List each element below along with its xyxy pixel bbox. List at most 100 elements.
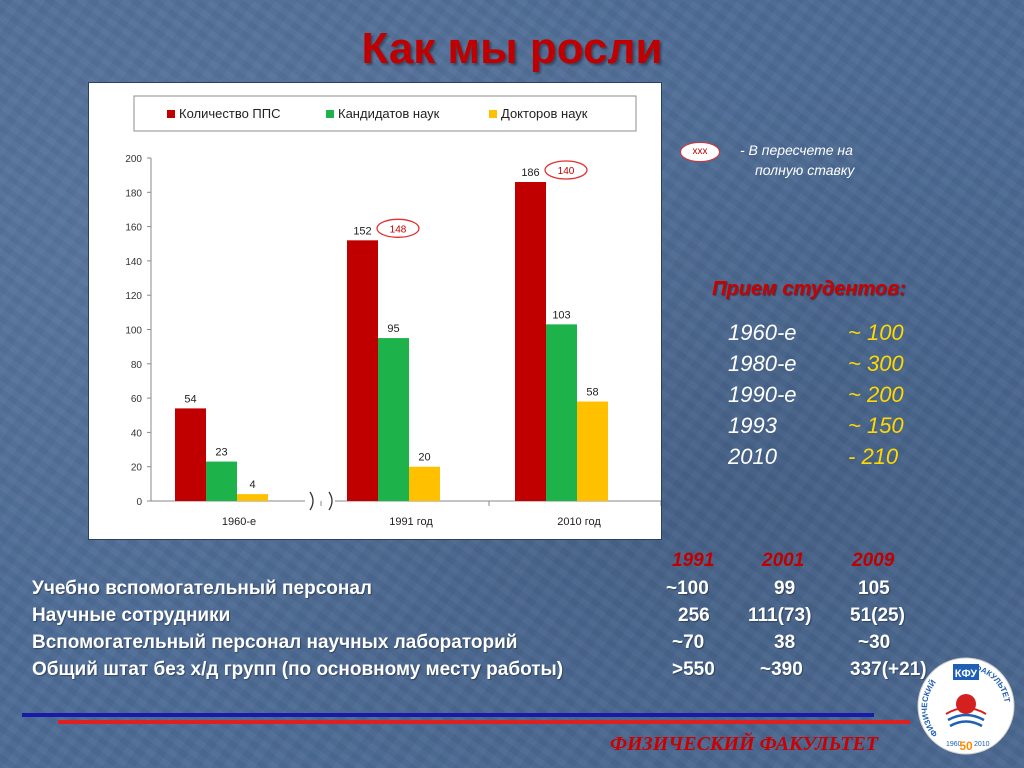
footer-divider-red [58,720,910,724]
staff-value-2009: 337(+21) [850,659,927,680]
staff-value-1991: ~70 [672,632,705,653]
staff-value-2009: 51(25) [850,605,905,626]
admission-period: 1990-е [728,382,797,407]
admission-value: ~ 100 [848,320,904,345]
staff-value-2009: ~30 [858,632,891,653]
staff-value-2001: 38 [774,632,796,653]
bar-value-label: 95 [387,323,399,335]
admission-row: 2010 - 210 [728,444,898,470]
chart-data-labels: 54 23 4 152 95 20 186 103 58 [184,167,598,491]
note-line-1: - В пересчете на [740,142,853,158]
bar-value-label: 186 [521,167,539,179]
axis-break-mark [328,491,333,511]
staff-year: 2001 [762,550,805,571]
staff-row: Общий штат без х/д групп (по основному м… [32,659,1012,685]
y-tick-label: 40 [131,428,143,439]
admission-row: 1990-е ~ 200 [728,382,904,408]
staff-value-1991: 256 [678,605,710,626]
staff-row: Научные сотрудники 256 111(73) 51(25) [32,605,1012,631]
bar-value-label: 4 [249,479,255,491]
bar [237,494,268,501]
bar [577,401,608,501]
bar-value-label: 152 [353,225,371,237]
admission-period: 2010 [728,444,777,469]
logo-year-end: 2010 [974,741,990,748]
bar [409,466,440,501]
staff-value-2009: 105 [858,578,890,599]
admission-value: ~ 150 [848,413,904,438]
y-tick-label: 0 [136,497,142,508]
bar-value-label: 23 [215,447,227,459]
annotation-label: 148 [390,224,407,235]
y-tick-label: 100 [125,326,142,337]
axis-break-mark [309,491,314,511]
faculty-logo: КФУ ФИЗИЧЕСКИЙ ФАКУЛЬТЕТ 1960 50 2010 [917,657,1015,755]
staff-row: Учебно вспомогательный персонал ~100 99 … [32,578,1012,604]
staff-value-1991: ~100 [666,578,709,599]
admission-row: 1980-е ~ 300 [728,351,904,377]
admission-row: 1960-е ~ 100 [728,320,904,346]
admission-value: - 210 [848,444,899,469]
legend-swatch [167,110,175,118]
logo-anniversary: 50 [959,739,973,753]
staff-label: Научные сотрудники [32,605,231,626]
bar-value-label: 20 [418,452,430,464]
y-axis: 0 20 40 60 80 100 120 140 160 180 200 [125,154,152,508]
logo-year-start: 1960 [946,741,962,748]
chart-bars [175,182,608,501]
bar-chart: Количество ППС Кандидатов наук Докторов на… [88,82,662,540]
staff-label: Общий штат без х/д групп (по основному м… [32,659,564,680]
staff-year: 2009 [852,550,895,571]
bar [347,240,378,501]
admission-period: 1960-е [728,320,797,345]
slide-title: Как мы росли [361,24,663,73]
admission-value: ~ 300 [848,351,904,376]
admission-value: ~ 200 [848,382,904,407]
x-tick-label: 1991 год [389,516,433,528]
y-tick-label: 200 [125,154,142,165]
staff-year: 1991 [672,550,715,571]
annotation-oval [376,218,420,238]
legend-label: Докторов наук [501,106,588,121]
staff-row: Вспомогательный персонал научных лаборат… [32,632,1012,658]
footer-text: ФИЗИЧЕСКИЙ ФАКУЛЬТЕТ [610,733,879,755]
y-tick-label: 20 [131,463,143,474]
annotation-label: 140 [558,166,575,177]
y-tick-label: 120 [125,291,142,302]
admission-row: 1993 ~ 150 [728,413,904,439]
legend-swatch [326,110,334,118]
bar [546,324,577,501]
staff-label: Учебно вспомогательный персонал [32,578,372,599]
legend-label: Кандидатов наук [338,106,440,121]
y-tick-label: 160 [125,223,142,234]
bar [515,182,546,501]
bar-value-label: 58 [586,387,598,399]
x-tick-label: 2010 год [557,516,601,528]
chart-legend-box [133,95,637,132]
admission-title: Прием студентов: [712,278,906,300]
logo-top-text: КФУ [955,668,978,680]
admission-period: 1980-е [728,351,797,376]
staff-value-2001: ~390 [760,659,803,680]
logo-red-sun [956,694,976,714]
bar [175,408,206,501]
staff-label: Вспомогательный персонал научных лаборат… [32,632,518,653]
chart-canvas: Количество ППС Кандидатов наук Докторов на… [125,95,661,528]
bar-value-label: 103 [552,309,570,321]
staff-value-2001: 99 [774,578,796,599]
logo-arc [945,707,987,715]
logo-top-plate [953,664,979,680]
y-tick-label: 140 [125,257,142,268]
note-marker: xxx [680,142,720,162]
bar [206,461,237,501]
chart-legend: Количество ППС Кандидатов наук Докторов на… [167,106,588,121]
logo-waves [947,713,985,728]
staff-value-1991: >550 [672,659,715,680]
x-tick-label: 1960-е [222,516,256,528]
footer-divider-blue [22,713,874,717]
legend-swatch [489,110,497,118]
y-tick-label: 180 [125,188,142,199]
chart-annotations: 148 140 [376,160,588,238]
admission-period: 1993 [728,413,777,438]
y-tick-label: 60 [131,394,143,405]
